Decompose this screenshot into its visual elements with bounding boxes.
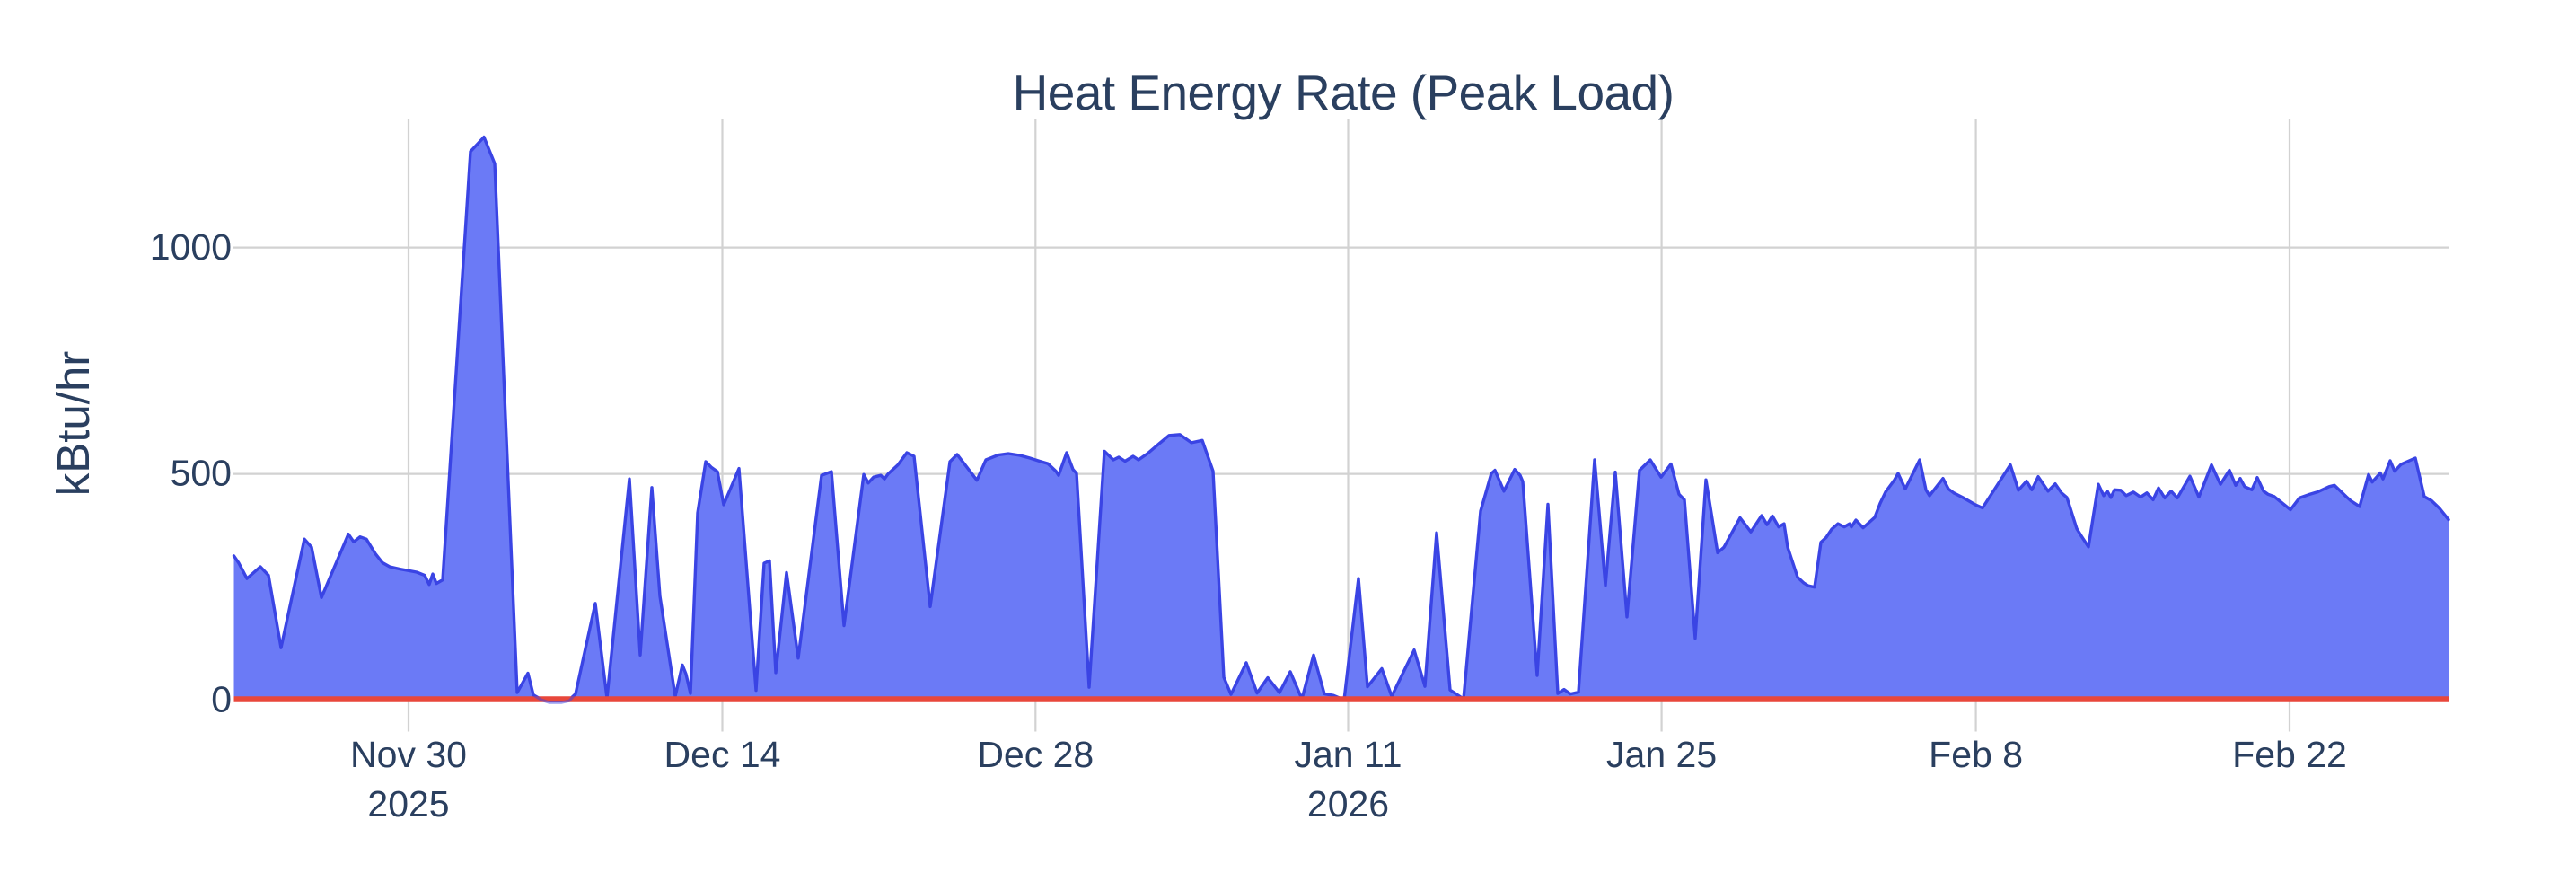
svg-text:Jan 25: Jan 25: [1606, 734, 1717, 775]
svg-text:Dec 28: Dec 28: [977, 734, 1094, 775]
svg-text:2025: 2025: [367, 783, 449, 825]
svg-text:Feb 8: Feb 8: [1929, 734, 2023, 775]
svg-text:Feb 22: Feb 22: [2232, 734, 2347, 775]
svg-text:500: 500: [171, 453, 232, 494]
svg-text:1000: 1000: [150, 226, 232, 268]
svg-text:2026: 2026: [1307, 783, 1389, 825]
svg-text:Nov 30: Nov 30: [350, 734, 467, 775]
svg-text:Heat Energy Rate (Peak Load): Heat Energy Rate (Peak Load): [1013, 65, 1675, 120]
svg-text:Dec 14: Dec 14: [664, 734, 781, 775]
svg-text:0: 0: [211, 679, 232, 720]
svg-text:kBtu/hr: kBtu/hr: [48, 351, 99, 497]
svg-text:Jan 11: Jan 11: [1294, 734, 1402, 775]
